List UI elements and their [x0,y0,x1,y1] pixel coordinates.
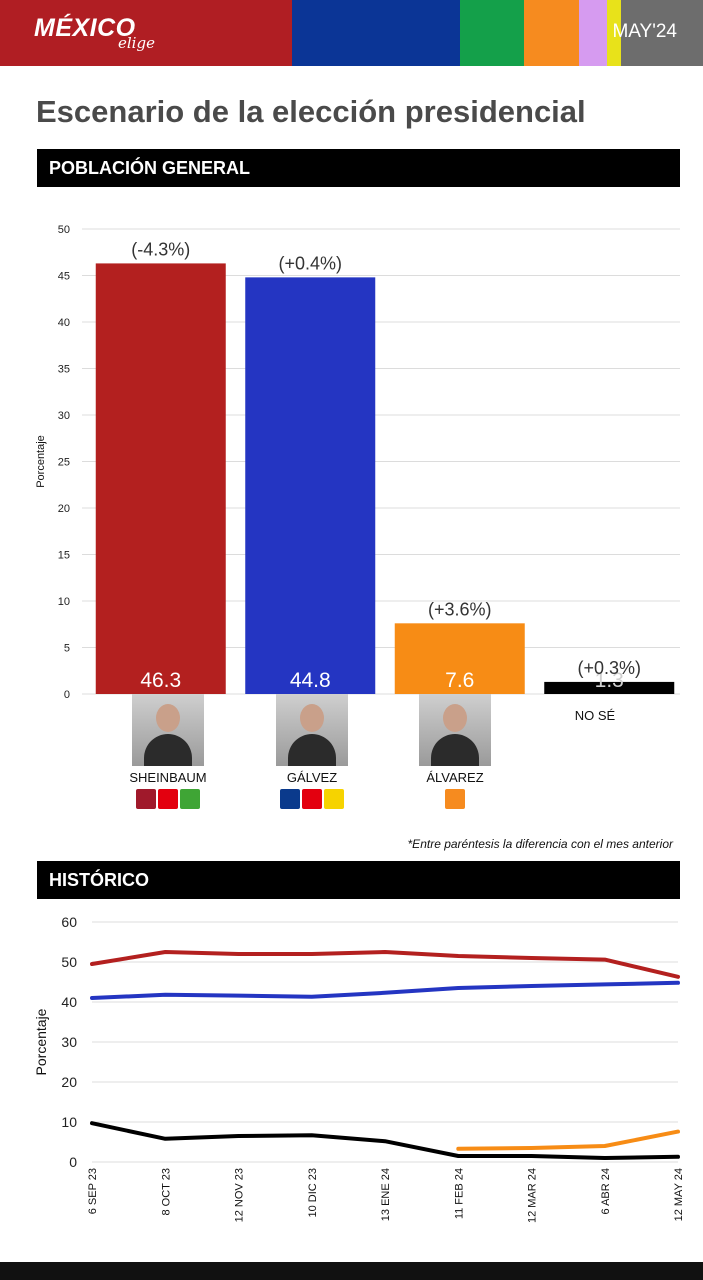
y-tick-label: 60 [61,914,77,930]
y-tick-label: 40 [61,994,77,1010]
party-logos [385,789,525,809]
candidate-alvarez: ÁLVAREZ [385,694,525,809]
candidate-galvez: GÁLVEZ [242,694,382,809]
candidate-sheinbaum: SHEINBAUM [98,694,238,809]
alvarez-photo [419,694,491,766]
strip-blue [292,0,460,66]
candidate-name: SHEINBAUM [129,770,207,785]
bar-value-label: 1.3 [595,669,624,692]
x-tick-label: 6 ABR 24 [600,1168,612,1214]
y-tick-label: 10 [58,596,70,608]
candidate-no-se: NO SÉ [574,708,616,723]
x-tick-label: 12 NOV 23 [234,1168,246,1222]
footer-strip [0,1262,703,1280]
x-tick-label: 6 SEP 23 [87,1168,99,1214]
series-line [90,980,680,1000]
sheinbaum-photo [132,694,204,766]
x-tick-label: 8 OCT 23 [160,1168,172,1216]
y-axis-label: Porcentaje [35,435,47,488]
pan-logo-icon [280,789,300,809]
y-tick-label: 5 [64,643,70,655]
bar-change-label: (+3.6%) [428,599,492,619]
bar-change-label: (+0.3%) [577,658,641,678]
y-tick-label: 15 [58,550,70,562]
strip-red [0,0,292,66]
y-tick-label: 30 [61,1034,77,1050]
y-tick-label: 0 [64,689,70,700]
party-logos [242,789,382,809]
y-tick-label: 10 [61,1114,77,1130]
y-tick-label: 20 [58,503,70,515]
bar-value-label: 46.3 [140,669,181,692]
bar [544,681,675,694]
pt-logo-icon [158,789,178,809]
bar [245,277,376,694]
y-tick-label: 35 [58,364,70,376]
bar [394,623,525,694]
y-tick-label: 45 [58,271,70,283]
logo-main-text: MÉXICO [34,14,136,42]
y-tick-label: 20 [61,1074,77,1090]
prd-logo-icon [324,789,344,809]
morena-logo-icon [136,789,156,809]
bar [95,263,226,694]
series-line [90,1121,680,1160]
strip-gray [621,0,703,66]
strip-green [460,0,524,66]
mc-logo-icon [445,789,465,809]
x-tick-label: 12 MAR 24 [527,1168,539,1223]
x-tick-label: 13 ENE 24 [380,1168,392,1221]
bar-change-label: (-4.3%) [131,239,190,259]
y-tick-label: 25 [58,457,70,469]
y-tick-label: 0 [69,1154,77,1170]
y-tick-label: 30 [58,410,70,422]
date-label: MAY'24 [612,21,677,42]
y-tick-label: 40 [58,317,70,329]
page-title: Escenario de la elección presidencial [36,94,586,129]
bar-change-label: (+0.4%) [278,253,342,273]
line-chart: 0 10 20 30 40 50 60 Porcentaje 6 SEP 23 8 OCT 23 1… [33,914,685,1223]
bar-chart: 0 5 10 15 20 25 30 35 40 45 50 Porcentaje 46.3 (-4.3%… [35,224,680,700]
x-tick-label: 11 FEB 24 [453,1168,465,1219]
strip-violet [579,0,607,66]
bar-value-label: 44.8 [290,669,331,692]
bar-value-label: 7.6 [445,669,474,692]
x-tick-label: 10 DIC 23 [307,1168,319,1218]
pri-logo-icon [302,789,322,809]
strip-orange [524,0,579,66]
y-tick-label: 50 [61,954,77,970]
series-line [90,950,680,979]
verde-logo-icon [180,789,200,809]
party-logos [98,789,238,809]
section-historic-header: HISTÓRICO [37,861,680,899]
candidate-name: ÁLVAREZ [426,770,484,785]
mexico-elige-logo: MÉXICO elige [34,14,155,52]
y-tick-label: 50 [58,224,70,236]
y-axis-label: Porcentaje [33,1008,49,1075]
logo-sub-text: elige [118,34,155,52]
galvez-photo [276,694,348,766]
footnote: *Entre paréntesis la diferencia con el m… [407,837,673,851]
header-strip [0,0,703,66]
strip-yellow [607,0,621,66]
section-general-header: POBLACIÓN GENERAL [37,149,680,187]
candidate-name: GÁLVEZ [286,770,338,785]
x-tick-label: 12 MAY 24 [673,1168,685,1221]
series-line [456,1129,680,1151]
